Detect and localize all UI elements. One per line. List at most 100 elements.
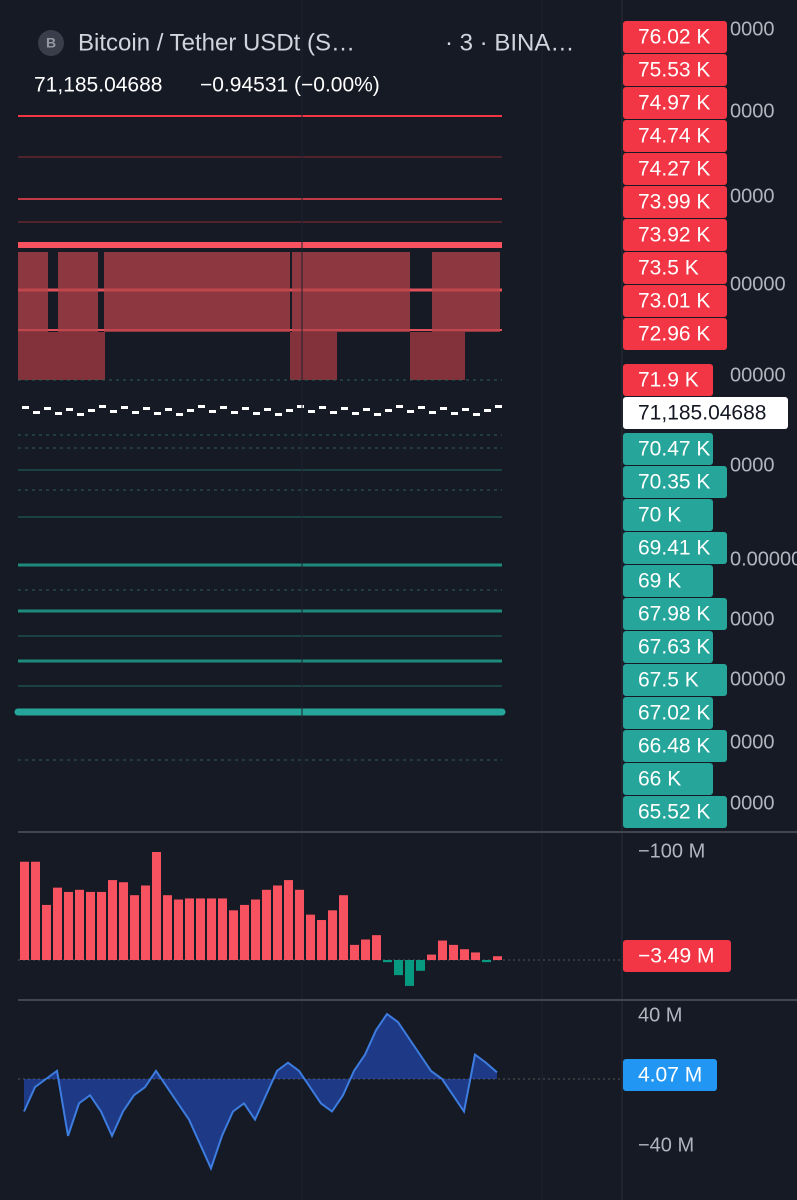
price-label: 67.5 K <box>638 669 699 692</box>
bar <box>350 944 359 960</box>
candle <box>110 410 117 413</box>
bar <box>218 898 227 960</box>
symbol-initial: B <box>46 35 56 51</box>
candle <box>495 405 502 408</box>
candle <box>352 412 359 415</box>
bar <box>240 904 249 960</box>
price-label-box <box>623 532 727 564</box>
candle <box>242 407 249 410</box>
candle <box>121 406 128 409</box>
candle <box>440 407 447 410</box>
candle <box>319 406 326 409</box>
candle <box>385 409 392 412</box>
bar <box>482 960 491 963</box>
candle <box>165 408 172 411</box>
candle <box>451 412 458 415</box>
bar <box>42 904 51 960</box>
price-label: 76.02 K <box>638 26 710 49</box>
bar <box>317 920 326 960</box>
heat-block <box>18 332 105 380</box>
candle <box>220 406 227 409</box>
price-label-box <box>623 120 727 152</box>
bar <box>262 889 271 960</box>
axis-label: 0000 <box>730 454 775 476</box>
price-label-box <box>623 664 727 696</box>
candle <box>429 411 436 414</box>
price-label: 70 K <box>638 504 681 527</box>
bar <box>130 895 139 960</box>
price-label: 71,185.04688 <box>638 402 766 425</box>
bar <box>97 891 106 960</box>
price-label-box <box>623 565 713 597</box>
bar <box>328 910 337 960</box>
price-label-box <box>623 186 727 218</box>
bar <box>86 891 95 960</box>
price-label: 73.5 K <box>638 257 699 280</box>
candle <box>99 405 106 408</box>
candle <box>264 408 271 411</box>
price-label: 66.48 K <box>638 735 710 758</box>
bar <box>361 939 370 960</box>
bar <box>20 861 29 960</box>
candle <box>187 409 194 412</box>
price-label: 65.52 K <box>638 801 710 824</box>
candle <box>484 409 491 412</box>
heat-block <box>410 332 465 380</box>
price-label: 74.74 K <box>638 125 710 148</box>
price-label: 73.99 K <box>638 191 710 214</box>
price-label-box <box>623 499 713 531</box>
price-label-box <box>623 763 713 795</box>
bar <box>306 914 315 960</box>
symbol-title[interactable]: Bitcoin / Tether USDt (S… <box>78 29 355 56</box>
axis-label: 0000 <box>730 608 775 630</box>
axis-label: −100 M <box>638 840 705 862</box>
candle <box>275 413 282 416</box>
change: −0.94531 (−0.00%) <box>200 74 380 97</box>
candle <box>462 408 469 411</box>
candle <box>286 409 293 412</box>
price-label: 75.53 K <box>638 59 710 82</box>
price-label-box <box>623 466 727 498</box>
price-label-box <box>623 397 788 429</box>
candle <box>33 411 40 414</box>
candle <box>418 406 425 409</box>
price-label: 71.9 K <box>638 369 699 392</box>
heat-block <box>58 252 98 332</box>
candle <box>363 408 370 411</box>
candle <box>44 407 51 410</box>
price-label-box <box>623 54 727 86</box>
price-label: 70.35 K <box>638 471 710 494</box>
candle <box>176 413 183 416</box>
bar <box>251 899 260 960</box>
current-box <box>623 940 731 972</box>
price-label: 69.41 K <box>638 537 710 560</box>
candle <box>209 410 216 413</box>
candle <box>330 411 337 414</box>
bar <box>207 898 216 960</box>
bar <box>339 895 348 960</box>
price-label-box <box>623 87 727 119</box>
symbol-suffix: · 3 · BINA… <box>445 29 574 56</box>
candle <box>88 409 95 412</box>
current-box <box>623 1059 717 1091</box>
bar <box>31 861 40 960</box>
axis-label: 0000 <box>730 18 775 40</box>
price-label-box <box>623 433 713 465</box>
price-label: 70.47 K <box>638 438 710 461</box>
bar <box>119 882 128 960</box>
candle <box>66 408 73 411</box>
candle <box>132 411 139 414</box>
price-label-box <box>623 364 713 396</box>
bar <box>196 898 205 960</box>
candle <box>374 413 381 416</box>
axis-label: 0000 <box>730 792 775 814</box>
current-label: 4.07 M <box>638 1064 702 1087</box>
bar <box>53 887 62 960</box>
price-label: 69 K <box>638 570 681 593</box>
axis-label: 00000 <box>730 668 786 690</box>
price: 71,185.04688 <box>34 74 162 97</box>
bar <box>229 910 238 960</box>
bar <box>295 889 304 960</box>
bar <box>174 899 183 960</box>
candle <box>297 405 304 408</box>
